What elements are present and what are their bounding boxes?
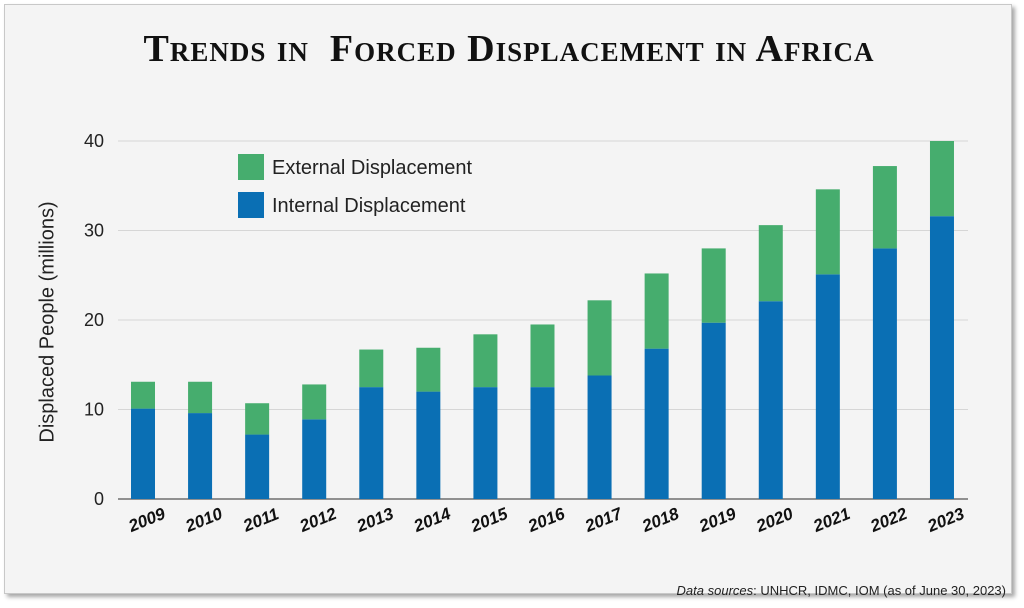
x-tick-label: 2013: [353, 504, 397, 536]
x-tick-label: 2019: [696, 504, 740, 536]
legend: External Displacement Internal Displaceme…: [238, 154, 473, 218]
x-tick-labels: 2009 2010 2011 2012 2013 2014 2015 2016 2017 2018…: [125, 503, 968, 536]
bars: [131, 141, 954, 499]
bar-external: [758, 225, 783, 302]
bar-internal: [359, 387, 384, 499]
y-tick-label: 10: [84, 400, 104, 420]
x-tick-label: 2023: [924, 504, 968, 536]
x-tick-label: 2009: [125, 504, 169, 536]
bar-internal: [188, 413, 213, 499]
legend-swatch-external: [238, 154, 264, 180]
bar-internal: [131, 408, 155, 499]
bar-internal: [929, 216, 954, 499]
bar-external: [302, 384, 327, 420]
bar-external: [587, 300, 612, 376]
bar-external: [530, 324, 555, 388]
data-source-text: : UNHCR, IDMC, IOM (as of June 30, 2023): [753, 583, 1006, 598]
bar-external: [245, 403, 270, 435]
bar-internal: [530, 387, 555, 499]
x-tick-label: 2022: [867, 504, 911, 536]
bar-internal: [416, 391, 441, 499]
data-source-note: Data sources: UNHCR, IDMC, IOM (as of Ju…: [677, 583, 1006, 598]
bar-internal: [473, 387, 498, 499]
x-tick-label: 2015: [467, 504, 511, 536]
x-tick-label: 2018: [639, 504, 683, 536]
bar-internal: [701, 322, 726, 499]
bar-internal: [587, 375, 612, 499]
x-tick-label: 2020: [753, 504, 797, 536]
bar-internal: [302, 419, 327, 499]
bar-external: [131, 381, 155, 409]
bar-external: [929, 141, 954, 217]
y-tick-label: 30: [84, 221, 104, 241]
x-tick-label: 2012: [296, 504, 340, 536]
y-tick-label: 0: [94, 489, 104, 509]
bar-external: [473, 334, 498, 388]
legend-label-internal: Internal Displacement: [272, 195, 466, 217]
bar-internal: [245, 434, 270, 499]
y-tick-label: 20: [84, 310, 104, 330]
data-source-label: Data sources: [676, 583, 754, 598]
x-tick-label: 2011: [240, 504, 282, 536]
chart-card: Trends in Forced Displacement in Africa: [4, 4, 1012, 594]
bar-external: [416, 347, 441, 392]
bar-external: [701, 248, 726, 323]
bar-internal: [644, 348, 669, 499]
y-tick-label: 40: [84, 131, 104, 151]
x-tick-label: 2021: [810, 504, 853, 536]
legend-label-external: External Displacement: [272, 157, 473, 179]
bar-external: [815, 189, 840, 275]
bar-external: [872, 166, 897, 249]
x-tick-label: 2014: [410, 504, 454, 536]
legend-swatch-internal: [238, 192, 264, 218]
bar-external: [644, 273, 669, 349]
x-tick-label: 2016: [524, 504, 568, 536]
bar-external: [359, 349, 384, 388]
bar-external: [188, 381, 213, 414]
chart-title: Trends in Forced Displacement in Africa: [143, 28, 875, 70]
bar-internal: [872, 248, 897, 499]
x-tick-label: 2010: [182, 504, 226, 536]
bar-internal: [815, 274, 840, 499]
x-tick-label: 2017: [581, 503, 626, 536]
bar-internal: [758, 301, 783, 499]
y-tick-labels: 0 10 20 30 40: [84, 131, 104, 509]
